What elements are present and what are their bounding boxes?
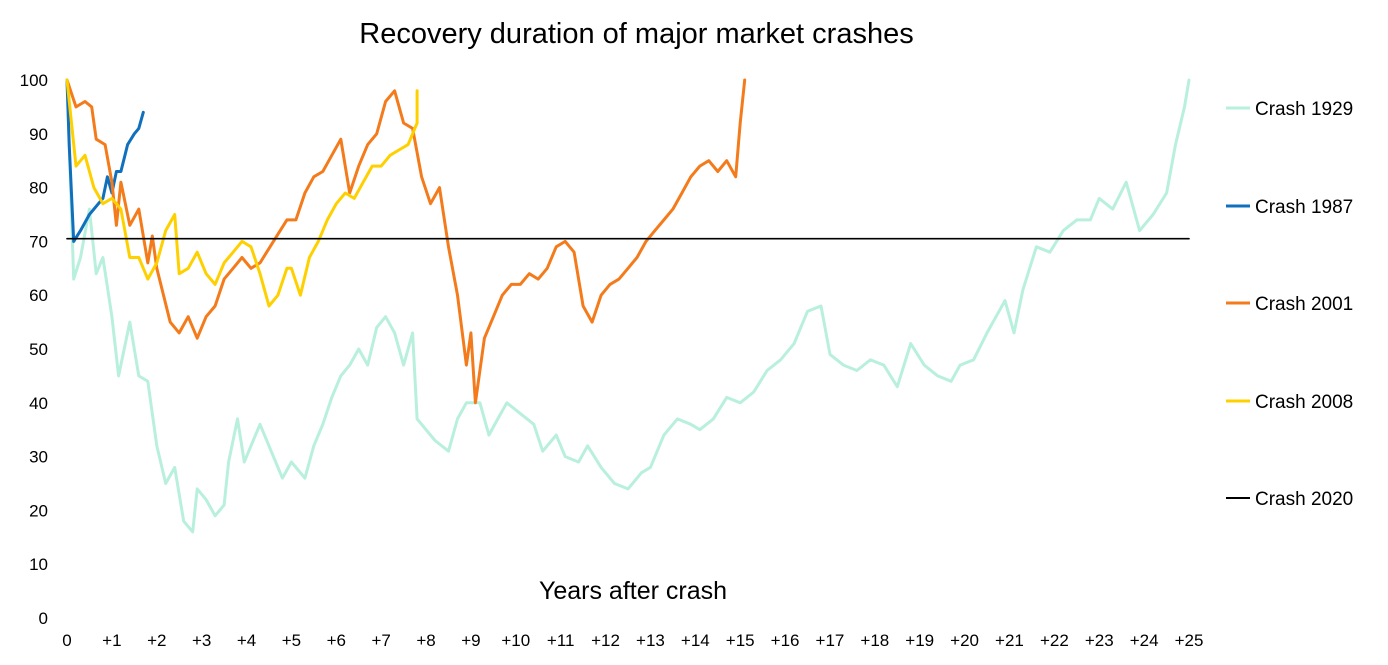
x-tick-label: +16 [771,631,800,650]
series-line-crash-2001 [65,78,747,405]
x-tick-label: +22 [1040,631,1069,650]
x-tick-label: +5 [282,631,301,650]
x-tick-label: +4 [237,631,256,650]
legend-label-crash-2020: Crash 2020 [1255,489,1353,510]
x-tick-label: +11 [547,631,575,650]
x-tick-label: +9 [461,631,480,650]
x-tick-label: +18 [860,631,889,650]
x-tick-label: +23 [1085,631,1114,650]
y-tick-label: 100 [20,71,48,90]
legend-label-crash-2001: Crash 2001 [1255,294,1353,315]
y-tick-label: 90 [29,125,48,144]
x-tick-label: +20 [950,631,979,650]
y-tick-label: 70 [29,232,48,251]
series-line-crash-2008 [65,78,419,308]
y-tick-label: 0 [39,609,48,628]
x-tick-label: +6 [327,631,346,650]
chart-title: Recovery duration of major market crashe… [359,18,914,50]
x-tick-label: +25 [1175,631,1204,650]
x-tick-label: +17 [816,631,845,650]
y-tick-label: 60 [29,286,48,305]
x-tick-label: +14 [681,631,710,650]
x-tick-label: +7 [371,631,390,650]
x-tick-label: +21 [995,631,1024,650]
x-tick-label: +12 [591,631,620,650]
y-tick-label: 50 [29,340,48,359]
legend-label-crash-2008: Crash 2008 [1255,392,1353,413]
x-tick-label: +2 [147,631,166,650]
x-tick-label: +24 [1130,631,1159,650]
x-tick-label: +13 [636,631,665,650]
x-axis-label: Years after crash [539,577,727,605]
x-tick-label: +10 [501,631,530,650]
x-tick-label: +8 [416,631,435,650]
legend-label-crash-1987: Crash 1987 [1255,197,1353,218]
y-tick-label: 30 [29,448,48,467]
x-tick-label: +15 [726,631,755,650]
y-tick-label: 40 [29,394,48,413]
x-tick-label: +19 [905,631,934,650]
x-tick-label: 0 [62,631,71,650]
y-tick-label: 80 [29,179,48,198]
series-line-crash-1987 [65,78,145,243]
x-tick-label: +3 [192,631,211,650]
legend-label-crash-1929: Crash 1929 [1255,99,1353,120]
plot-area: 0 10 20 30 40 50 60 70 80 90 100 0 +1 +2 +3 +4 +5 +6 +7 +8 +… [20,71,1204,650]
series-line-crash-1929 [65,78,1191,534]
legend: Crash 1929 Crash 1987 Crash 2001 Crash 2008… [1226,99,1353,510]
y-tick-label: 20 [29,501,48,520]
x-tick-label: +1 [102,631,121,650]
y-tick-label: 10 [29,555,48,574]
